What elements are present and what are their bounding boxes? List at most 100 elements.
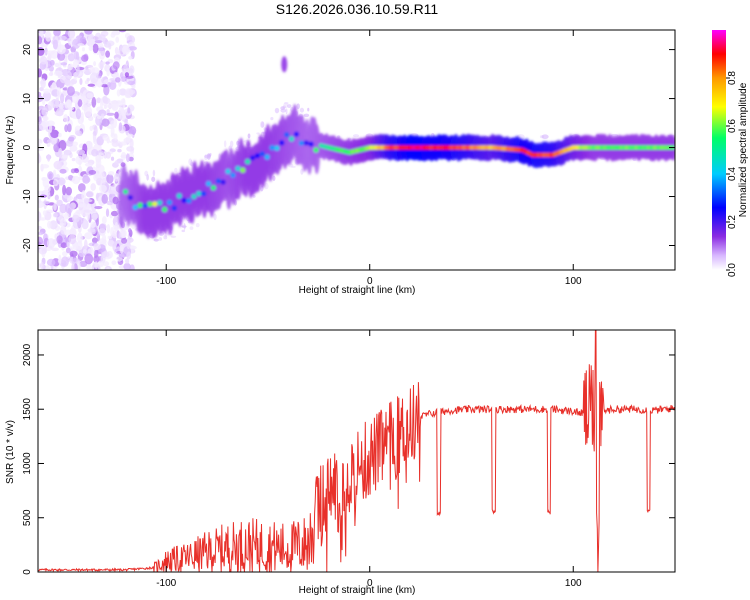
spectrogram-noise-cell (50, 129, 59, 139)
spectrogram-scatter-cell (252, 194, 256, 198)
snr-x-label: Height of straight line (km) (299, 585, 416, 596)
spectrogram-noise-cell (91, 148, 99, 157)
spectrogram-noise-cell (103, 97, 111, 104)
spectrogram-noise-cell (72, 38, 81, 49)
spectrogram-noise-cell (99, 98, 104, 109)
spectrogram-noise-cell (92, 213, 98, 221)
spectrogram-noise-cell (65, 70, 73, 81)
spectrogram-noise-cell (42, 177, 50, 188)
spectrogram-noise-cell (80, 36, 86, 43)
spectrogram-noise-cell (65, 82, 74, 87)
spectrogram-ridge-cell (186, 198, 192, 204)
spectrogram-ridge-cell (201, 191, 207, 197)
spectrogram-noise-cell (42, 210, 47, 216)
spectrogram-scatter-cell (158, 237, 163, 241)
spectrogram-noise-cell (52, 178, 59, 187)
spectrogram-scatter-cell (296, 103, 300, 110)
spectrogram-noise-cell (38, 236, 44, 246)
spectrogram-noise-cell (95, 177, 104, 186)
spectrogram-noise-cell (110, 32, 116, 38)
spectrogram-noise-cell (120, 229, 126, 239)
spectrogram-noise-cell (76, 232, 83, 244)
spectrogram-noise-cell (40, 164, 50, 169)
spectrogram-noise-cell (128, 125, 137, 136)
spectrogram-noise-cell (101, 233, 107, 244)
spectrogram-ridge-cell (147, 201, 153, 207)
spectrogram-noise-cell (45, 265, 51, 270)
spectrogram-noise-cell (52, 169, 57, 178)
spectrogram-ridge-cell (279, 140, 285, 146)
spectrogram-noise-cell (38, 138, 43, 144)
spectrogram-noise-cell (81, 190, 86, 202)
spectrogram-ridge-cell (181, 197, 187, 204)
spectrogram-ridge-cell (196, 190, 202, 197)
spectrogram-scatter-cell (151, 176, 156, 182)
spectrogram-noise-cell (66, 241, 71, 248)
spectrogram-noise-cell (63, 212, 70, 220)
spectrogram-noise-cell (98, 49, 106, 60)
spectrogram-noise-cell (103, 261, 110, 267)
spectrogram-noise-cell (73, 72, 78, 78)
spectrogram-noise-cell (46, 258, 56, 267)
spectrogram-scatter-cell (287, 104, 292, 109)
spectrogram-noise-cell (106, 173, 114, 184)
spectrogram-noise-cell (94, 261, 98, 270)
spectrogram-noise-cell (53, 70, 63, 77)
spectrogram-noise-cell (75, 155, 84, 165)
spectrogram-ridge-cell (293, 131, 300, 137)
spectrogram-noise-cell (108, 185, 118, 195)
spectrogram-noise-cell (78, 203, 85, 208)
spectrogram-noise-cell (65, 186, 73, 196)
spectrogram-noise-cell (129, 264, 135, 270)
spectrogram-noise-cell (118, 106, 124, 116)
spectrogram-ridge-cell (161, 206, 168, 213)
spectrogram-ridge-cell (132, 204, 138, 210)
colorbar-label: Normalized spectral amplitude (738, 82, 749, 217)
spectrogram-plot-area (38, 30, 675, 270)
spectrogram-noise-cell (111, 260, 117, 265)
spectrogram-noise-cell (127, 133, 134, 138)
spectrogram-noise-cell (115, 77, 121, 83)
spectrogram-noise-cell (128, 55, 133, 60)
spectrogram-noise-cell (69, 250, 78, 257)
spectrogram-noise-cell (66, 99, 73, 108)
spectrogram-y-tick-label: 20 (22, 44, 33, 56)
spectrogram-noise-cell (74, 168, 80, 174)
spectrogram-noise-cell (107, 171, 115, 176)
spectrogram-noise-cell (114, 172, 119, 182)
spectrogram-noise-cell (123, 262, 131, 270)
spectrogram-noise-cell (95, 217, 99, 227)
spectrogram-noise-cell (83, 239, 88, 251)
spectrogram-noise-cell (38, 225, 42, 230)
spectrogram-noise-cell (72, 242, 79, 251)
spectrogram-noise-cell (84, 232, 93, 240)
spectrogram-noise-cell (95, 158, 102, 167)
spectrogram-noise-cell (67, 30, 76, 39)
spectrogram-noise-cell (53, 160, 63, 170)
spectrogram-noise-cell (81, 54, 89, 62)
spectrogram-noise-cell (96, 136, 104, 146)
spectrogram-noise-cell (60, 242, 68, 249)
spectrogram-noise-cell (63, 114, 69, 123)
spectrogram-noise-cell (126, 239, 131, 250)
spectrogram-ridge-cell (259, 151, 265, 157)
spectrogram-noise-cell (86, 92, 93, 99)
spectrogram-noise-cell (40, 56, 48, 65)
spectrogram-noise-cell (121, 45, 130, 55)
spectrogram-noise-cell (41, 107, 48, 117)
spectrogram-noise-cell (119, 245, 124, 254)
spectrogram-noise-cell (93, 243, 101, 251)
spectrogram-noise-cell (118, 122, 123, 132)
spectrogram-ridge-cell (313, 147, 319, 153)
spectrogram-noise-cell (107, 239, 115, 247)
spectrogram-noise-cell (118, 30, 127, 33)
spectrogram-noise-cell (105, 104, 113, 108)
spectrogram-noise-cell (65, 247, 71, 254)
spectrogram-noise-cell (57, 52, 66, 61)
spectrogram-noise-cell (46, 139, 52, 144)
spectrogram-noise-cell (112, 196, 119, 205)
spectrogram-scatter-cell (247, 133, 251, 139)
spectrogram-noise-cell (110, 120, 115, 127)
spectrogram-x-tick-label: -100 (156, 276, 176, 287)
